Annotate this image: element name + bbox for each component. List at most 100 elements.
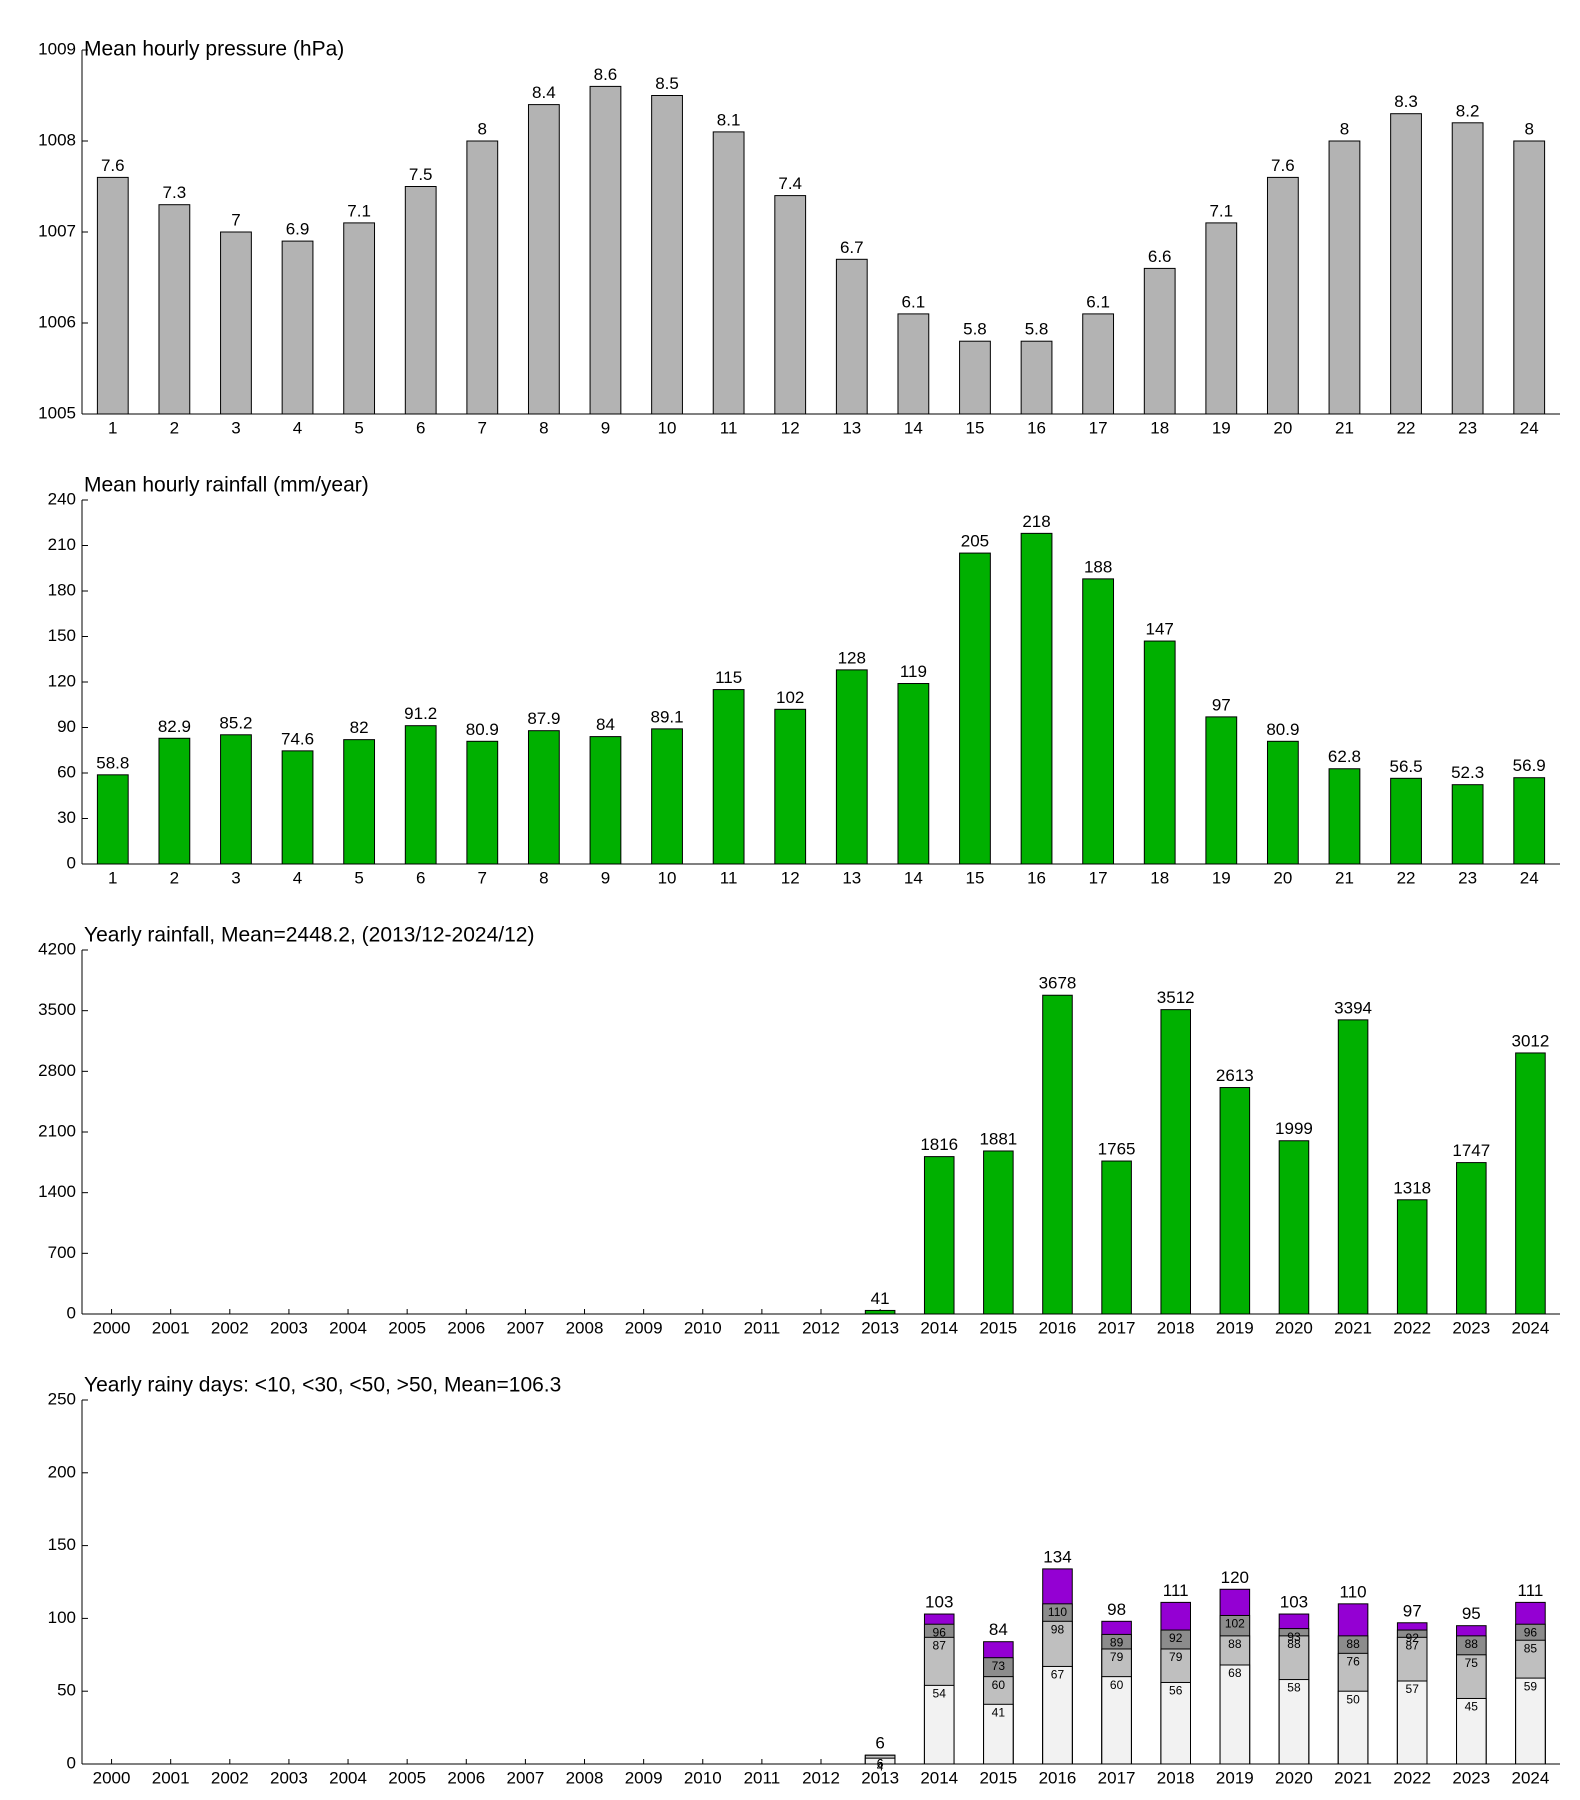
value-label: 103 — [1280, 1593, 1308, 1612]
x-tick-label: 2022 — [1393, 1318, 1431, 1337]
bar — [651, 728, 683, 865]
bar — [1205, 222, 1238, 415]
x-tick-label: 22 — [1397, 868, 1416, 887]
bar — [1396, 1680, 1428, 1765]
bar — [1143, 267, 1176, 415]
x-tick-label: 4 — [293, 868, 302, 887]
x-tick-label: 2001 — [152, 1768, 190, 1787]
bar — [1390, 113, 1422, 415]
x-tick-label: 9 — [601, 418, 610, 437]
bar — [1513, 140, 1546, 415]
bar — [1266, 740, 1299, 865]
value-label: 91.2 — [404, 704, 437, 723]
x-tick-label: 3 — [231, 868, 240, 887]
value-label: 88 — [1228, 1637, 1242, 1651]
value-label: 128 — [838, 648, 866, 667]
x-tick-label: 3 — [231, 418, 240, 437]
y-tick-label: 0 — [67, 1303, 76, 1322]
y-tick-label: 2100 — [38, 1121, 76, 1140]
value-label: 79 — [1169, 1650, 1183, 1664]
x-tick-label: 24 — [1520, 418, 1539, 437]
y-tick-label: 1007 — [38, 221, 76, 240]
y-tick-label: 180 — [48, 580, 76, 599]
value-label: 8 — [1524, 119, 1533, 138]
y-tick-label: 3500 — [38, 1000, 76, 1019]
y-tick-label: 4200 — [38, 939, 76, 958]
value-label: 88 — [1346, 1637, 1360, 1651]
value-label: 89.1 — [650, 707, 683, 726]
bar — [983, 1703, 1014, 1765]
x-tick-label: 2 — [170, 418, 179, 437]
value-label: 7.1 — [347, 201, 371, 220]
x-tick-label: 6 — [416, 868, 425, 887]
chart-title: Yearly rainy days: <10, <30, <50, >50, M… — [84, 1374, 561, 1397]
x-tick-label: 2016 — [1039, 1318, 1077, 1337]
x-tick-label: 2007 — [506, 1318, 544, 1337]
value-label: 95 — [1462, 1604, 1481, 1623]
value-label: 67 — [1051, 1668, 1065, 1682]
value-label: 41 — [992, 1705, 1006, 1719]
bar — [281, 240, 314, 415]
x-tick-label: 7 — [478, 418, 487, 437]
value-label: 5.8 — [963, 320, 987, 339]
x-tick-label: 23 — [1458, 868, 1477, 887]
x-tick-label: 2002 — [211, 1318, 249, 1337]
value-label: 57 — [1406, 1682, 1420, 1696]
x-tick-label: 19 — [1212, 418, 1231, 437]
bar — [835, 669, 868, 865]
y-tick-label: 50 — [57, 1681, 76, 1700]
bar — [923, 1156, 955, 1315]
x-tick-label: 2013 — [861, 1318, 899, 1337]
bar — [1160, 1009, 1191, 1315]
value-label: 1881 — [979, 1129, 1017, 1148]
x-tick-label: 16 — [1027, 418, 1046, 437]
x-tick-label: 21 — [1335, 868, 1354, 887]
bar — [712, 131, 745, 415]
bar — [897, 683, 930, 865]
bar — [158, 204, 191, 415]
bar — [404, 725, 437, 865]
y-tick-label: 1006 — [38, 312, 76, 331]
y-tick-label: 0 — [67, 853, 76, 872]
y-tick-label: 120 — [48, 671, 76, 690]
x-tick-label: 12 — [781, 868, 800, 887]
bar — [527, 730, 560, 865]
value-label: 60 — [992, 1678, 1006, 1692]
x-tick-label: 6 — [416, 418, 425, 437]
value-label: 62.8 — [1328, 747, 1361, 766]
bar — [1337, 1690, 1369, 1765]
value-label: 3678 — [1039, 974, 1077, 993]
y-tick-label: 240 — [48, 489, 76, 508]
bar — [1337, 1019, 1369, 1315]
value-label: 3394 — [1334, 998, 1372, 1017]
bar — [1020, 532, 1053, 865]
value-label: 1765 — [1098, 1140, 1136, 1159]
bar — [1266, 176, 1299, 415]
x-tick-label: 1 — [108, 868, 117, 887]
x-tick-label: 2010 — [684, 1318, 722, 1337]
value-label: 82 — [350, 718, 369, 737]
x-tick-label: 20 — [1273, 418, 1292, 437]
x-tick-label: 2020 — [1275, 1768, 1313, 1787]
value-label: 7 — [231, 210, 240, 229]
value-label: 92 — [1406, 1631, 1420, 1645]
x-tick-label: 13 — [842, 868, 861, 887]
y-tick-label: 210 — [48, 535, 76, 554]
x-tick-label: 2024 — [1512, 1768, 1550, 1787]
x-tick-label: 2007 — [506, 1768, 544, 1787]
bar — [1278, 1140, 1310, 1315]
x-tick-label: 5 — [354, 418, 363, 437]
bar — [1390, 777, 1422, 865]
value-label: 1747 — [1452, 1141, 1490, 1160]
x-tick-label: 2000 — [93, 1318, 131, 1337]
value-label: 98 — [1051, 1622, 1065, 1636]
x-tick-label: 14 — [904, 868, 923, 887]
value-label: 88 — [1287, 1637, 1301, 1651]
y-tick-label: 200 — [48, 1462, 76, 1481]
value-label: 54 — [933, 1687, 947, 1701]
x-tick-label: 2001 — [152, 1318, 190, 1337]
x-tick-label: 24 — [1520, 868, 1539, 887]
x-tick-label: 2015 — [979, 1768, 1017, 1787]
value-label: 2613 — [1216, 1066, 1254, 1085]
bar — [897, 313, 930, 415]
